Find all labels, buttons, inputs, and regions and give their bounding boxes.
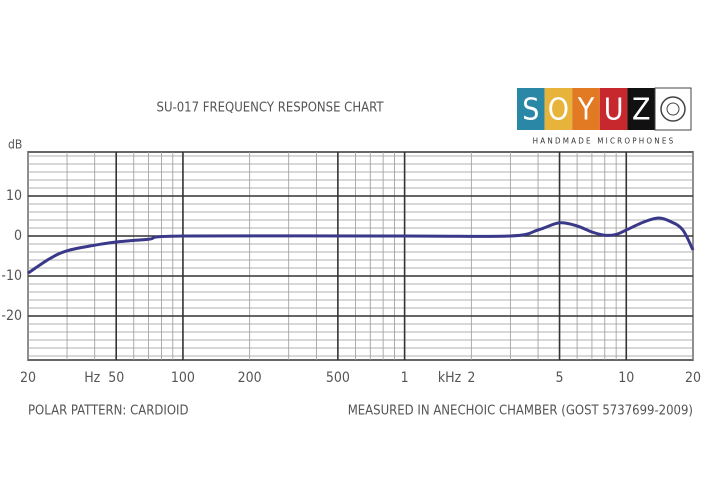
footer-right: MEASURED IN ANECHOIC CHAMBER (GOST 57376… (348, 404, 693, 419)
footer-left: POLAR PATTERN: CARDIOID (28, 404, 189, 419)
logo-box (599, 88, 628, 130)
logo-letter: Z (632, 93, 651, 128)
y-tick-label: 10 (6, 188, 22, 204)
logo-letter: U (604, 93, 624, 128)
plot-area (27, 151, 694, 361)
logo-letter: O (548, 93, 569, 128)
emblem-inner (666, 102, 680, 116)
x-unit-label: Hz (84, 370, 100, 386)
x-tick-label: 5 (556, 370, 564, 386)
y-tick-label: -20 (1, 308, 22, 324)
logo-letter: S (522, 93, 539, 128)
y-axis-label: dB (8, 138, 22, 152)
logo-tagline: HANDMADE MICROPHONES (533, 137, 676, 146)
x-tick-label: 200 (238, 370, 262, 386)
x-tick-label: 50 (108, 370, 124, 386)
logo-box (627, 88, 655, 130)
x-tick-label: 10 (618, 370, 634, 386)
response-line (27, 216, 695, 275)
logo-box (517, 88, 545, 130)
x-tick-label: 1 (401, 370, 409, 386)
x-tick-label: 2 (467, 370, 475, 386)
x-tick-label: 20 (685, 370, 701, 386)
x-tick-label: 500 (326, 370, 350, 386)
x-unit-label: kHz (438, 370, 462, 386)
x-tick-label: 20 (20, 370, 36, 386)
x-tick-label: 100 (171, 370, 195, 386)
logo-box (544, 88, 573, 130)
logo-letter: Y (577, 93, 595, 128)
y-tick-label: -10 (1, 268, 22, 284)
chart-title: SU-017 FREQUENCY RESPONSE CHART (157, 101, 385, 116)
emblem (660, 96, 686, 122)
logo-box (572, 88, 600, 130)
y-tick-label: 0 (14, 228, 22, 244)
